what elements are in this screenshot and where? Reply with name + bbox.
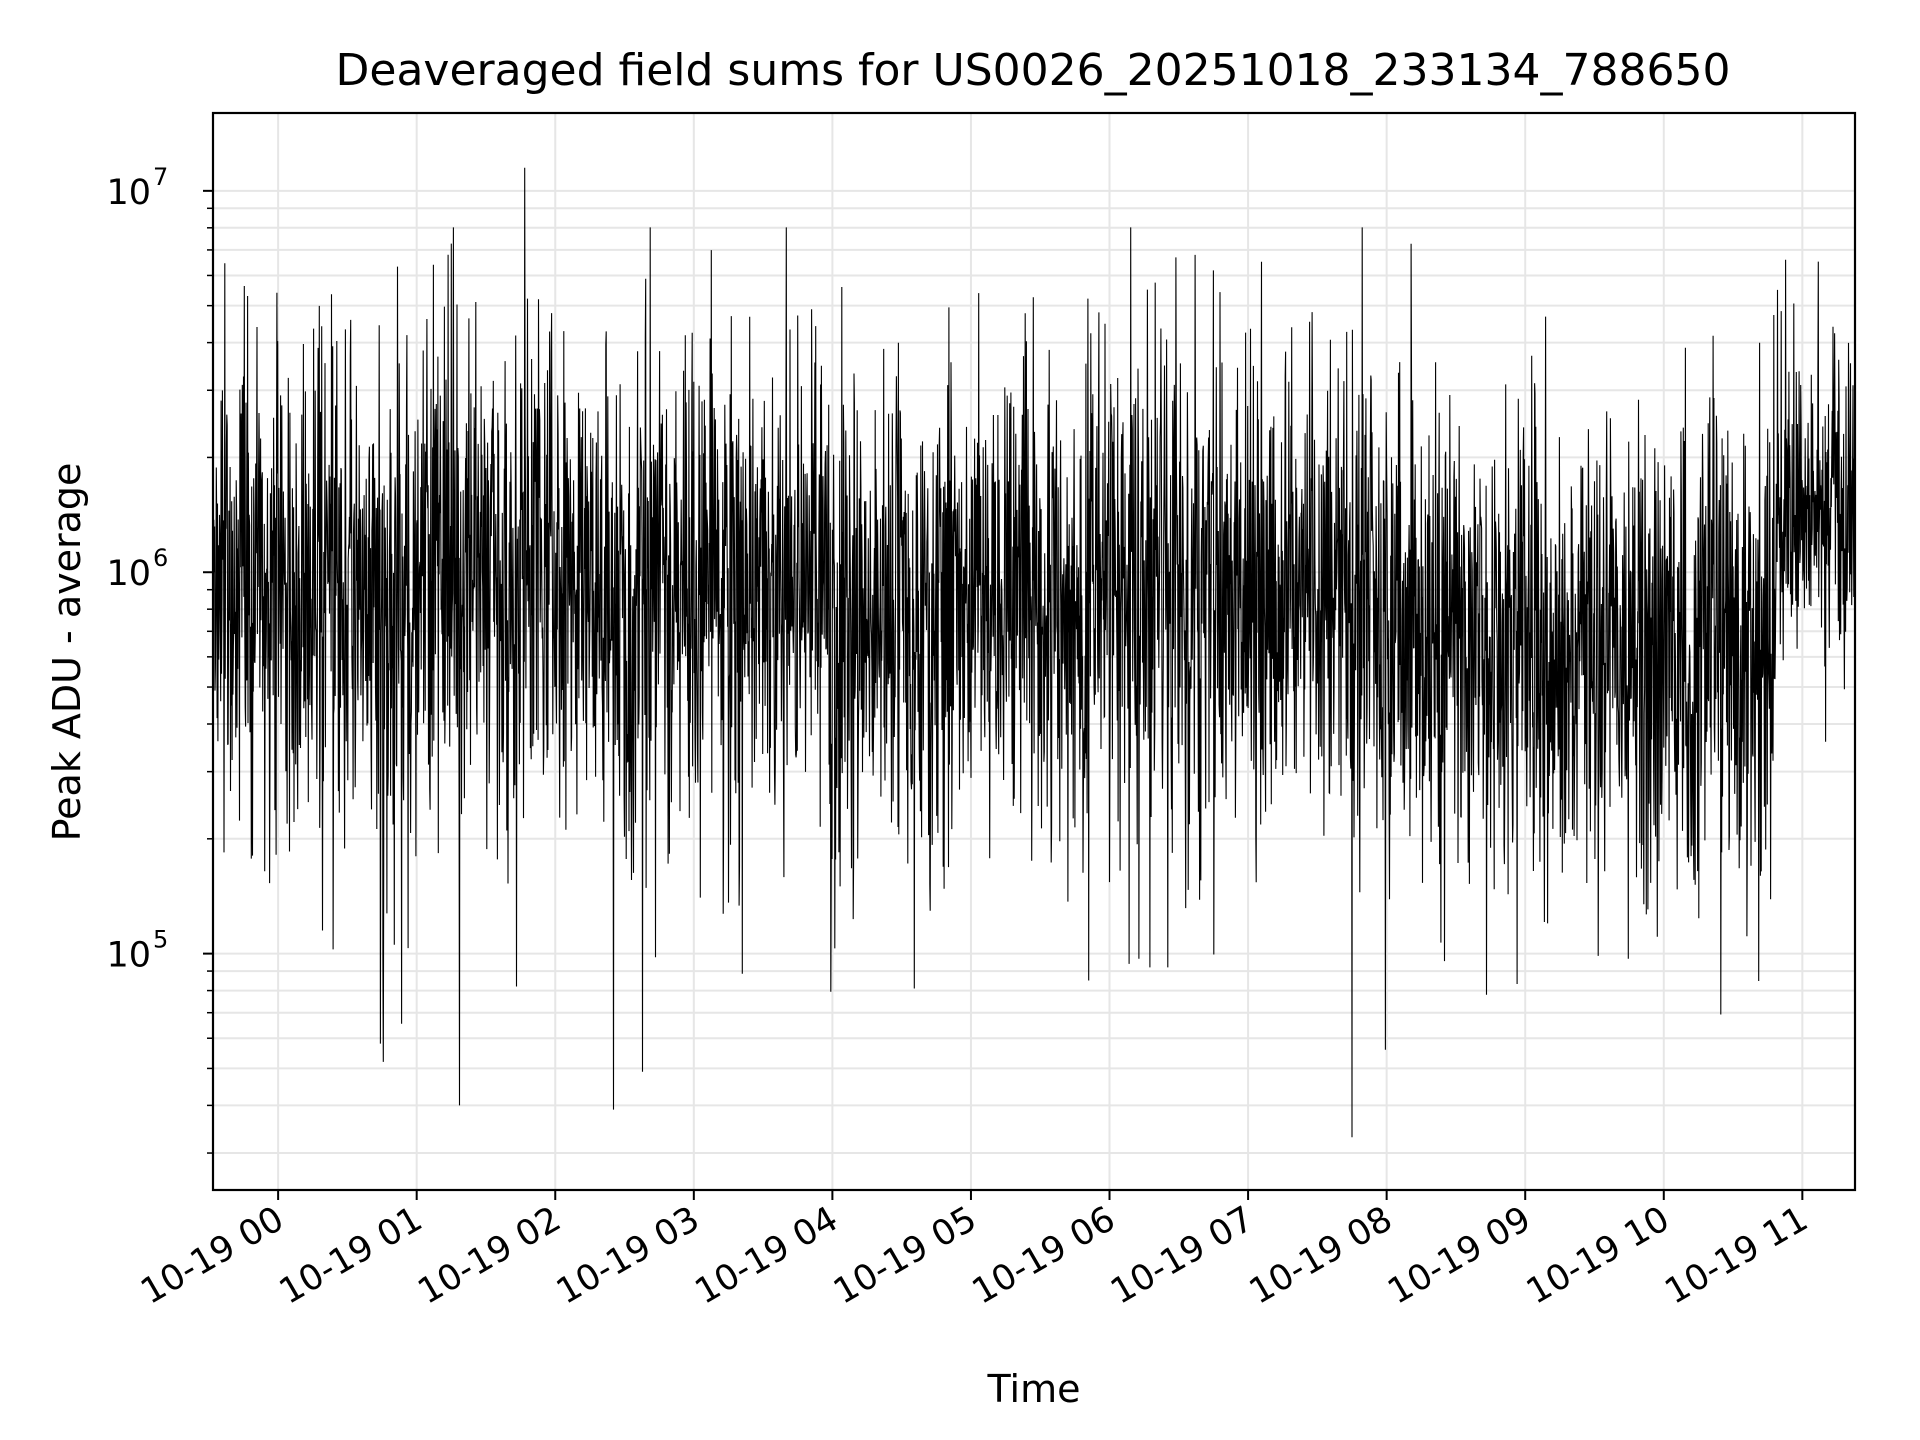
series-group: [213, 167, 1855, 1138]
series-line: [213, 167, 1855, 1138]
y-axis-label: Peak ADU - average: [45, 463, 89, 842]
y-tick-exponent: 7: [153, 163, 168, 191]
x-axis-label: Time: [987, 1367, 1081, 1411]
y-tick-exponent: 6: [153, 544, 168, 572]
y-tick-label: 10: [106, 554, 151, 594]
chart-title: Deaveraged field sums for US0026_2025101…: [336, 45, 1731, 96]
plot-frame: [211, 111, 1857, 1192]
y-tick-label: 10: [106, 936, 151, 976]
y-tick-exponent: 5: [153, 926, 168, 954]
y-tick-label: 10: [106, 173, 151, 213]
